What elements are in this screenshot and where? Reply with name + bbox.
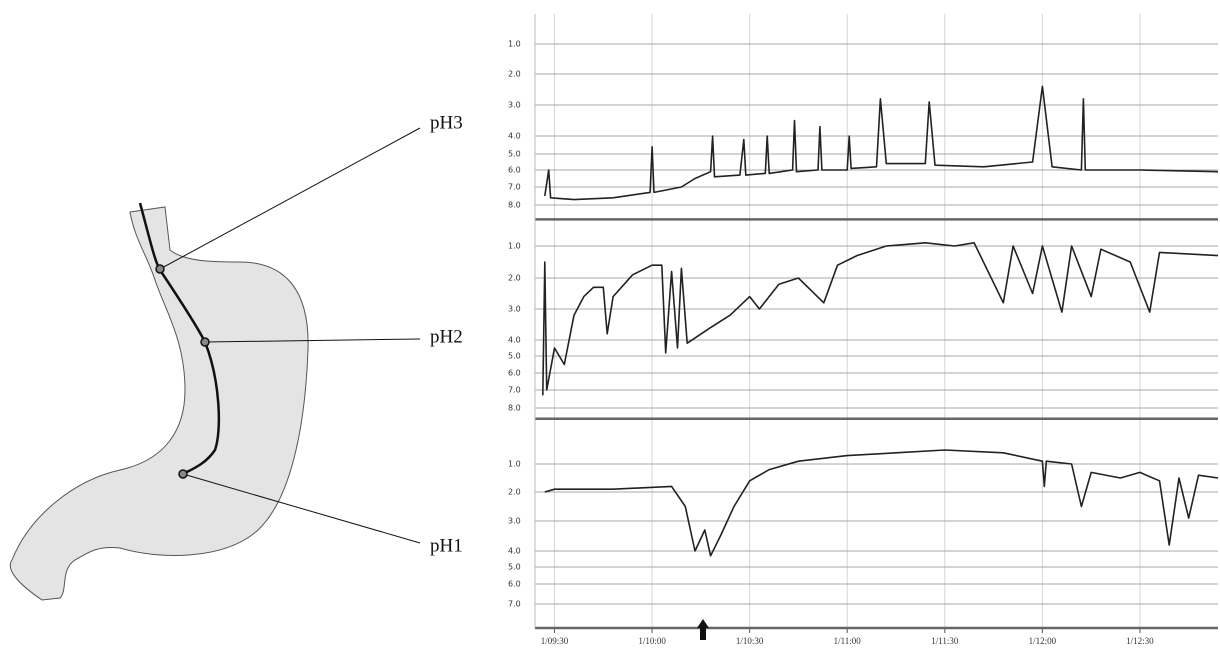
- y-tick-label: 5.0: [508, 150, 521, 159]
- sensor: [156, 265, 164, 273]
- y-tick-label: 3.0: [508, 517, 521, 526]
- leader-line: [160, 128, 420, 269]
- sensor: [201, 338, 209, 346]
- sensor-label: pH2: [430, 326, 463, 347]
- y-tick-label: 6.0: [508, 369, 521, 378]
- y-tick-label: 4.0: [508, 547, 521, 556]
- sensor-label: pH3: [430, 112, 463, 133]
- y-tick-label: 6.0: [508, 166, 521, 175]
- y-tick-label: 1.0: [508, 242, 521, 251]
- x-tick-label: 1/12:30: [1126, 636, 1154, 646]
- event-marker: [697, 619, 709, 640]
- y-tick-label: 5.0: [508, 563, 521, 572]
- y-tick-label: 2.0: [508, 70, 521, 79]
- y-tick-label: 7.0: [508, 183, 521, 192]
- y-tick-label: 7.0: [508, 386, 521, 395]
- y-tick-label: 5.0: [508, 352, 521, 361]
- y-tick-label: 3.0: [508, 305, 521, 314]
- ph-trace: [545, 86, 1218, 199]
- x-tick-label: 1/12:00: [1029, 636, 1057, 646]
- x-tick-label: 1/09:30: [541, 636, 569, 646]
- page: {"chart_data": [ {"type": "line", "title…: [0, 0, 1220, 651]
- y-tick-label: 6.0: [508, 580, 521, 589]
- y-tick-label: 8.0: [508, 201, 521, 210]
- x-tick-label: 1/11:30: [931, 636, 959, 646]
- x-tick-label: 1/10:30: [736, 636, 764, 646]
- y-tick-label: 1.0: [508, 40, 521, 49]
- y-tick-label: 7.0: [508, 600, 521, 609]
- ph-trace: [545, 450, 1218, 556]
- x-tick-label: 1/10:00: [638, 636, 666, 646]
- sensor: [179, 470, 187, 478]
- y-tick-label: 8.0: [508, 404, 521, 413]
- y-tick-label: 2.0: [508, 274, 521, 283]
- figure: pH3 pH2 pH1 1/09:30 1/10:00 1/10:30 1/11:00…: [0, 0, 1220, 651]
- y-tick-label: 1.0: [508, 460, 521, 469]
- plot-area: 1/09:30 1/10:00 1/10:30 1/11:00 1/11:30 1/12:…: [508, 14, 1218, 646]
- x-tick-label: 1/11:00: [834, 636, 862, 646]
- y-tick-label: 3.0: [508, 101, 521, 110]
- sensor-label: pH1: [430, 535, 463, 556]
- y-tick-label: 4.0: [508, 336, 521, 345]
- y-tick-label: 2.0: [508, 488, 521, 497]
- y-tick-label: 4.0: [508, 132, 521, 141]
- stomach-diagram: pH3 pH2 pH1: [10, 112, 462, 600]
